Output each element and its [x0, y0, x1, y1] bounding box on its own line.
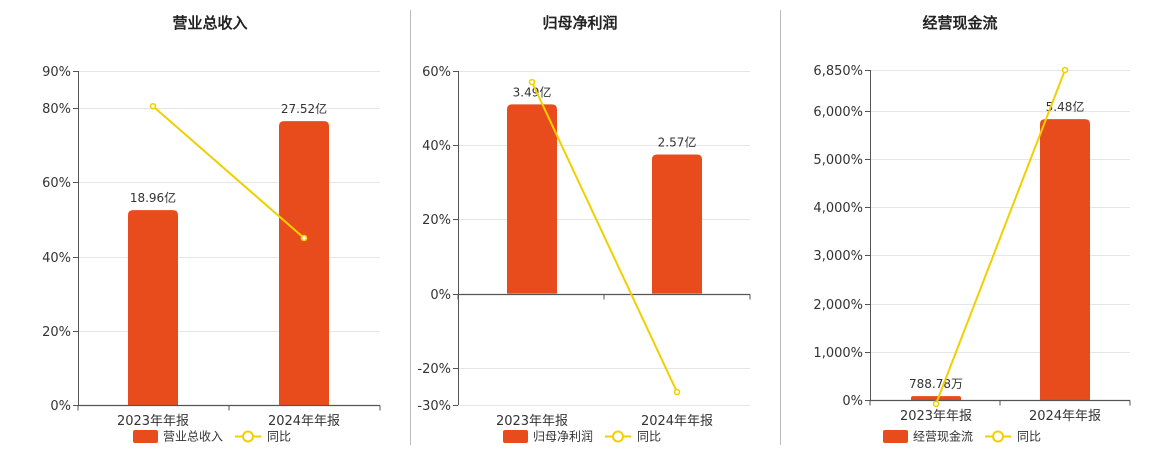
legend-line-label: 同比	[637, 430, 661, 444]
y-tick-label: 80%	[42, 102, 71, 117]
yoy-point	[149, 102, 157, 110]
legend-bar-swatch	[133, 430, 158, 443]
y-tick-label: 6,850%	[813, 64, 863, 79]
yoy-line	[531, 81, 678, 393]
x-tick-label: 2023年年报	[117, 414, 189, 429]
legend-line-marker	[612, 430, 624, 443]
y-tick-label: 0%	[842, 394, 863, 409]
legend-bar-label: 经营现金流	[913, 429, 973, 444]
x-tick-label: 2023年年报	[900, 409, 972, 424]
legend-bar-label: 营业总收入	[163, 430, 223, 444]
yoy-point	[1061, 66, 1069, 74]
yoy-point	[300, 234, 308, 242]
legend-bar-swatch	[883, 430, 908, 443]
yoy-line	[935, 69, 1066, 405]
y-tick-label: 0%	[50, 399, 71, 414]
y-tick-label: 20%	[422, 213, 451, 228]
yoy-line	[152, 105, 305, 239]
legend-line-marker	[242, 430, 254, 443]
legend-line-marker	[992, 430, 1004, 443]
x-tick-label: 2024年年报	[641, 414, 713, 429]
y-tick-label: 40%	[42, 251, 71, 266]
y-tick-label: -30%	[417, 399, 451, 414]
x-tick-label: 2023年年报	[496, 414, 568, 429]
bar	[911, 396, 961, 400]
chart-title: 经营现金流	[922, 14, 997, 32]
y-tick-label: 20%	[42, 325, 71, 340]
bar-data-label: 18.96亿	[130, 190, 176, 205]
chart-title: 归母净利润	[542, 14, 617, 32]
y-tick-label: 40%	[422, 139, 451, 154]
bar-data-label: 788.78万	[909, 377, 963, 391]
y-tick-label: 60%	[42, 176, 71, 191]
y-tick-label: 60%	[422, 65, 451, 80]
legend-line-label: 同比	[1017, 430, 1041, 444]
chart-title: 营业总收入	[172, 14, 247, 32]
bar	[507, 104, 557, 294]
yoy-point	[932, 400, 940, 408]
y-tick-label: 0%	[430, 288, 451, 303]
y-tick-label: 4,000%	[813, 201, 863, 216]
bar	[279, 121, 329, 405]
bar	[128, 210, 178, 405]
bar-data-label: 27.52亿	[281, 101, 327, 116]
y-tick-label: -20%	[417, 362, 451, 377]
yoy-point	[528, 78, 536, 86]
bar	[652, 154, 702, 294]
bar-data-label: 2.57亿	[658, 135, 697, 150]
y-tick-label: 6,000%	[813, 105, 863, 120]
bar-data-label: 3.49亿	[513, 84, 552, 99]
legend-bar-label: 归母净利润	[533, 430, 593, 444]
y-tick-label: 90%	[42, 65, 71, 80]
y-tick-label: 5,000%	[813, 153, 863, 168]
y-tick-label: 2,000%	[813, 298, 863, 313]
bar-data-label: 5.48亿	[1046, 99, 1085, 114]
y-tick-label: 1,000%	[813, 346, 863, 361]
legend-bar-swatch	[503, 430, 528, 443]
yoy-point	[673, 388, 681, 396]
x-tick-label: 2024年年报	[1029, 409, 1101, 424]
y-tick-label: 3,000%	[813, 249, 863, 264]
legend-line-label: 同比	[267, 430, 291, 444]
bar	[1040, 119, 1090, 401]
x-tick-label: 2024年年报	[268, 414, 340, 429]
